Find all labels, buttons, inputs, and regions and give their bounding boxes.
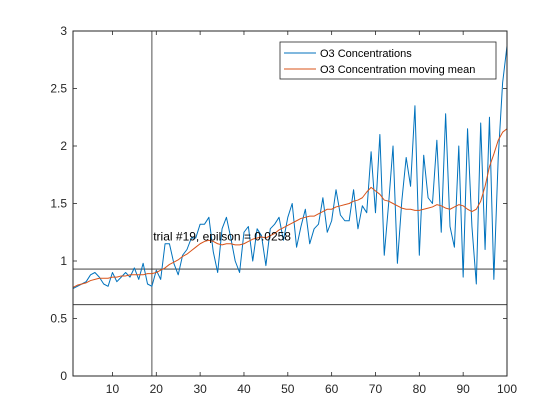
y-tick-label: 1.5 (50, 197, 67, 211)
legend: O3 Concentrations O3 Concentration movin… (279, 41, 497, 80)
x-tick-label: 20 (150, 382, 164, 396)
y-tick-label: 2.5 (50, 82, 67, 96)
x-tick-label: 50 (281, 382, 295, 396)
x-tick-label: 80 (413, 382, 427, 396)
x-tick-label: 60 (325, 382, 339, 396)
legend-box (279, 41, 497, 80)
legend-label-series-0: O3 Concentrations (320, 48, 412, 60)
y-tick-label: 3 (60, 24, 67, 38)
x-tick-label: 30 (193, 382, 207, 396)
series-line-0 (72, 45, 508, 290)
x-tick-label: 70 (369, 382, 383, 396)
annotation-label: trial #19, epilson = 0.0258 (153, 229, 291, 243)
x-tick-label: 100 (497, 382, 517, 396)
legend-label-series-1: O3 Concentration moving mean (320, 64, 475, 76)
x-tick-label: 10 (106, 382, 120, 396)
x-tick-label: 90 (456, 382, 470, 396)
series-line-1 (72, 128, 508, 288)
x-tick-label: 40 (237, 382, 251, 396)
plot-area (73, 31, 507, 376)
y-tick-label: 0 (60, 369, 67, 383)
y-tick-label: 1 (60, 254, 67, 268)
y-tick-label: 2 (60, 139, 67, 153)
y-tick-label: 0.5 (50, 312, 67, 326)
